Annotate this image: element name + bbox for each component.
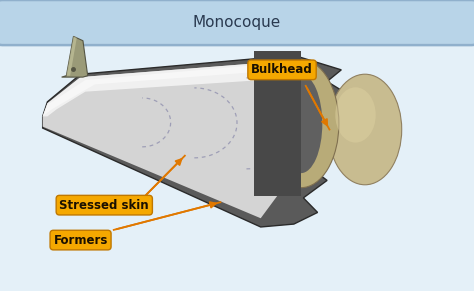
Text: Formers: Formers: [54, 234, 108, 246]
Ellipse shape: [328, 74, 402, 185]
Ellipse shape: [280, 74, 322, 173]
Text: Stressed skin: Stressed skin: [59, 199, 149, 212]
Ellipse shape: [263, 60, 339, 188]
Polygon shape: [43, 61, 284, 218]
Text: Bulkhead: Bulkhead: [251, 63, 313, 76]
Polygon shape: [62, 36, 88, 77]
Ellipse shape: [335, 87, 376, 143]
Polygon shape: [43, 61, 284, 116]
Polygon shape: [43, 63, 284, 116]
Polygon shape: [254, 51, 301, 196]
Polygon shape: [43, 55, 346, 227]
Polygon shape: [66, 36, 77, 76]
Text: Monocoque: Monocoque: [193, 15, 281, 30]
FancyBboxPatch shape: [0, 0, 474, 45]
Polygon shape: [275, 61, 301, 186]
